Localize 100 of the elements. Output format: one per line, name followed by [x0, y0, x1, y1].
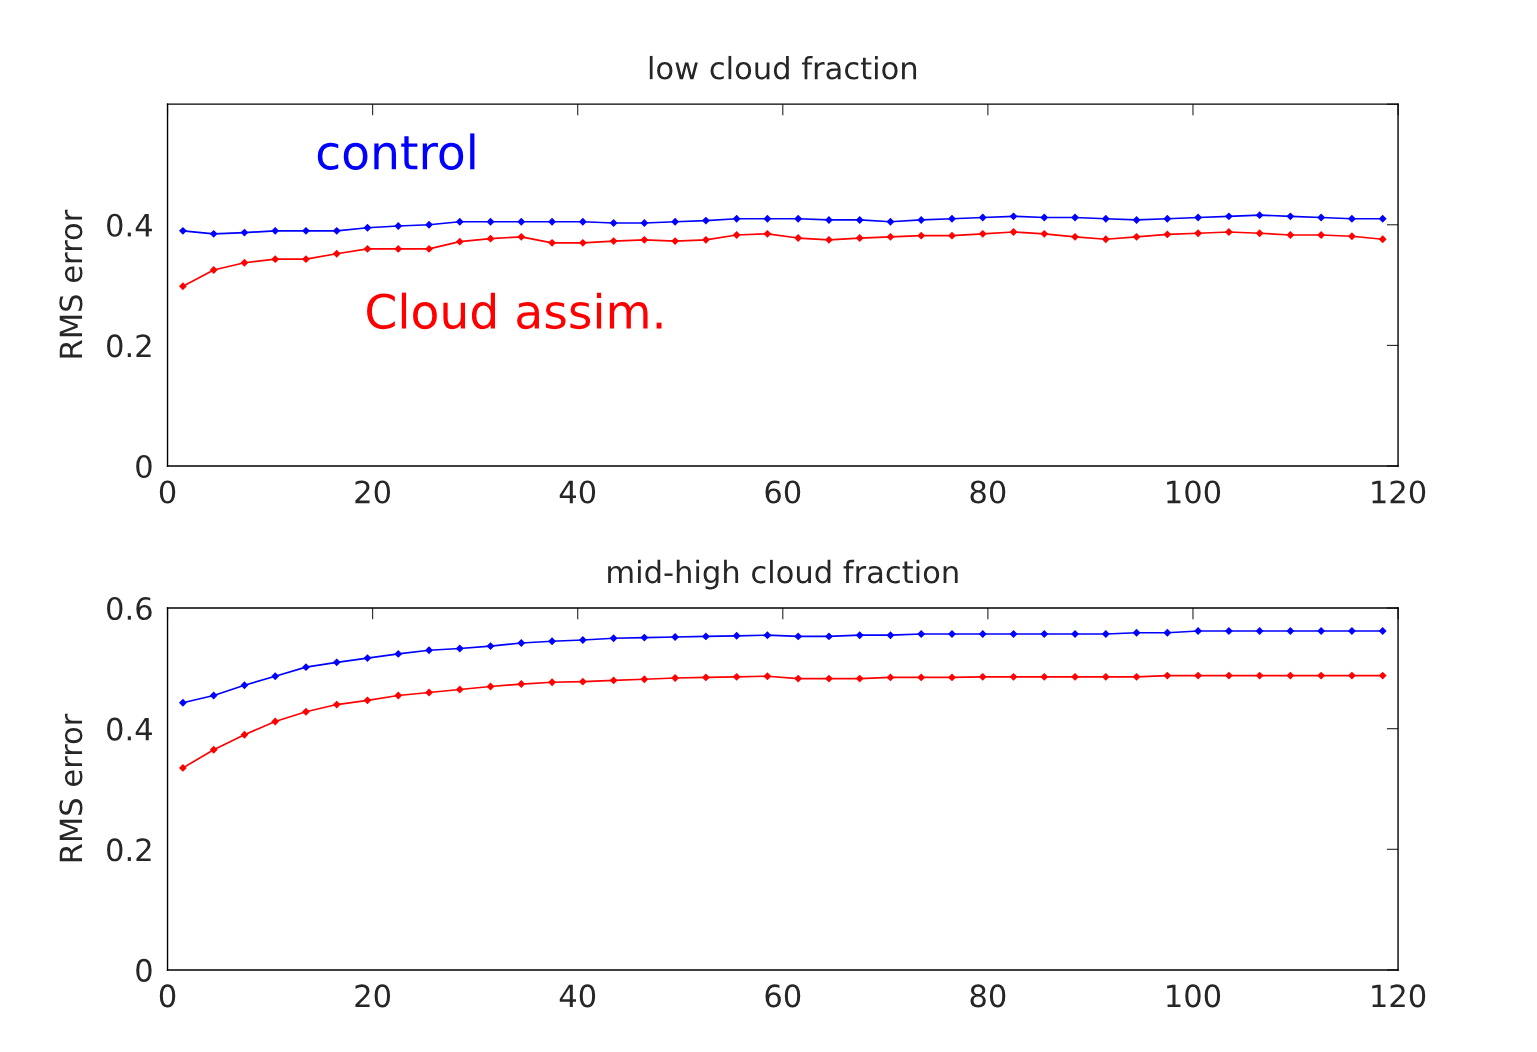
point [701, 235, 710, 244]
point [886, 631, 895, 640]
point [425, 244, 433, 253]
point [1378, 235, 1387, 244]
point [1132, 628, 1141, 637]
point [1040, 672, 1049, 681]
point [209, 266, 218, 274]
point [640, 675, 649, 684]
point [1255, 229, 1264, 238]
point [548, 217, 556, 226]
point [332, 226, 341, 235]
point [978, 630, 987, 638]
point [1101, 235, 1110, 244]
point [1224, 212, 1233, 221]
point [517, 639, 526, 647]
point [455, 237, 464, 246]
point [1194, 627, 1203, 635]
point [578, 636, 587, 644]
point [886, 673, 895, 682]
point [1009, 228, 1018, 236]
point [271, 672, 280, 681]
point [240, 228, 249, 237]
point [1286, 231, 1295, 239]
x-tick-label: 80 [970, 480, 1006, 504]
y-tick-label: 0.2 [107, 838, 151, 862]
point [1224, 228, 1233, 236]
point [886, 232, 895, 241]
point [978, 229, 987, 238]
point [517, 217, 526, 226]
point [671, 674, 680, 682]
point [1071, 213, 1079, 222]
y-tick-label: 0 [136, 454, 152, 479]
point [548, 238, 556, 247]
point [394, 222, 403, 230]
point [1347, 627, 1356, 635]
point [1132, 232, 1141, 241]
y-tick-label: 0.2 [107, 334, 151, 358]
point [486, 682, 495, 691]
point [486, 234, 495, 243]
point [948, 673, 956, 682]
x-tick-label: 0 [159, 984, 176, 1008]
point [1194, 671, 1203, 680]
x-tick-label: 20 [355, 480, 391, 504]
point [394, 649, 403, 658]
point [1101, 214, 1110, 223]
point [1317, 627, 1326, 635]
point [578, 217, 587, 226]
point [917, 231, 926, 240]
point [209, 691, 218, 700]
point [1378, 671, 1387, 680]
point [1009, 672, 1018, 681]
point [425, 688, 433, 697]
x-tick-label: 120 [1372, 480, 1426, 504]
point [1317, 213, 1326, 222]
point [640, 633, 649, 642]
point [825, 235, 833, 244]
point [1132, 672, 1141, 681]
point [363, 223, 372, 232]
point [240, 681, 249, 690]
point [609, 219, 618, 227]
point [302, 255, 310, 264]
point [917, 216, 926, 224]
point [732, 231, 741, 239]
point [701, 632, 710, 641]
point [794, 674, 803, 683]
point [578, 238, 587, 247]
point [1163, 671, 1172, 680]
point [1101, 672, 1110, 681]
point [1347, 232, 1356, 241]
point [917, 630, 926, 638]
x-tick-label: 80 [970, 984, 1006, 1008]
point [271, 255, 280, 264]
point [701, 673, 710, 682]
point [978, 213, 987, 222]
point [302, 226, 310, 235]
point [363, 244, 372, 253]
point [332, 249, 341, 258]
y-tick-label: 0.4 [107, 213, 152, 237]
point [1009, 630, 1018, 638]
x-tick-label: 40 [559, 984, 596, 1008]
point [332, 658, 341, 667]
point [671, 217, 680, 226]
point [825, 674, 833, 683]
point [425, 220, 433, 229]
x-tick-label: 100 [1167, 480, 1221, 504]
point [302, 707, 310, 716]
point [609, 676, 618, 685]
point [763, 229, 772, 238]
point [1071, 232, 1079, 241]
point [486, 217, 495, 226]
y-axis-title: RMS error [59, 713, 83, 862]
point [1317, 671, 1326, 680]
point [917, 673, 926, 682]
point [732, 631, 741, 640]
series-label: Cloud assim. [367, 292, 662, 330]
point [271, 226, 280, 235]
x-tick-label: 120 [1372, 984, 1426, 1008]
point [1347, 671, 1356, 680]
point [732, 214, 741, 223]
point [671, 237, 680, 245]
